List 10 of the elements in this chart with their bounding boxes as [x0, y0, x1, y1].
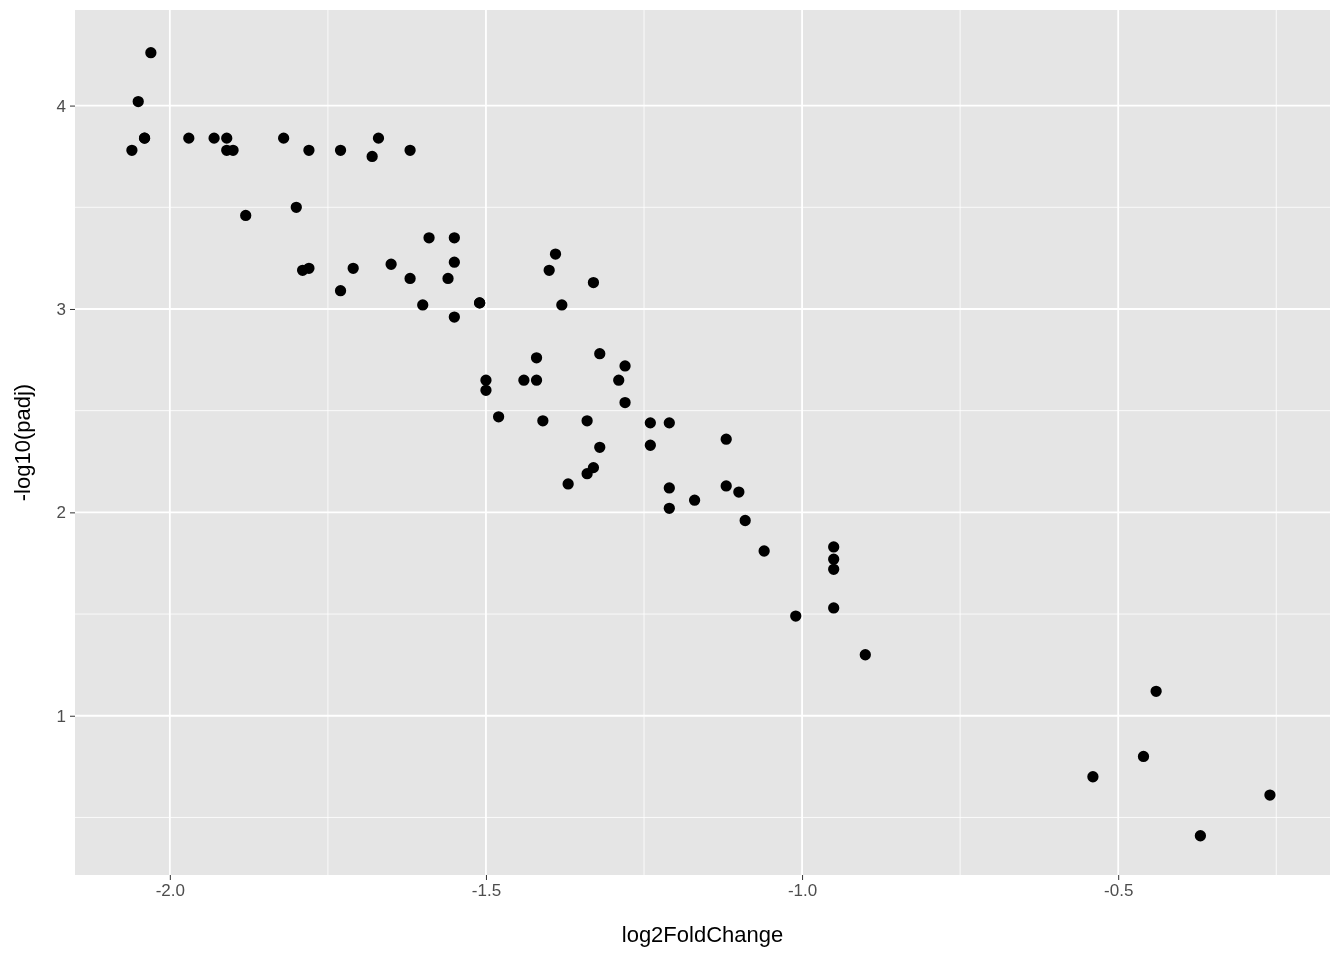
y-tick-label: 2 — [56, 503, 66, 523]
x-tick-label: -1.0 — [787, 881, 818, 901]
y-tick-label: 4 — [56, 96, 66, 116]
x-tick-label: -0.5 — [1104, 881, 1134, 901]
x-tick-label: -1.5 — [471, 881, 502, 901]
y-tick-label: 3 — [56, 299, 66, 319]
y-tick-label: 1 — [56, 706, 66, 726]
x-axis-title: log2FoldChange — [621, 922, 784, 947]
y-axis-title: -log10(padj) — [10, 383, 35, 502]
x-tick-label: -2.0 — [155, 881, 185, 901]
